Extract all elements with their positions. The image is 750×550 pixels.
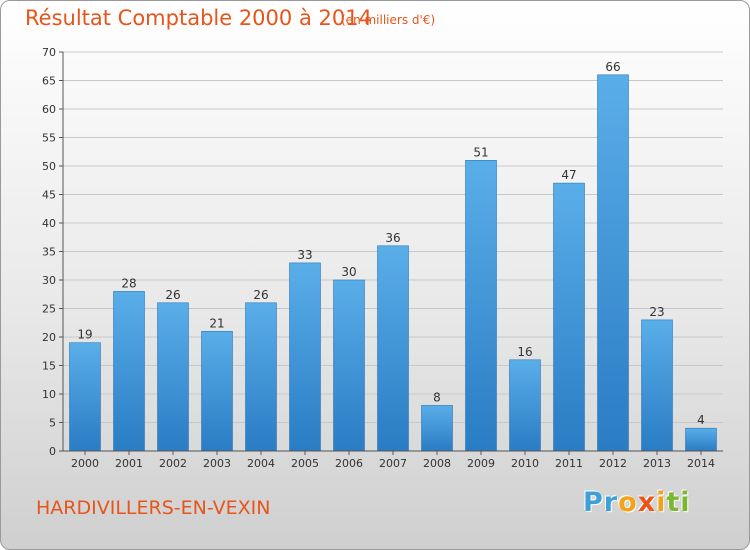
bar-2009 [465, 160, 497, 452]
bar-2002 [157, 302, 189, 452]
x-tick-label-2001: 2001 [115, 457, 143, 470]
x-tick-label-2014: 2014 [687, 457, 715, 470]
x-tick-label-2003: 2003 [203, 457, 231, 470]
x-tick-label-2006: 2006 [335, 457, 363, 470]
y-tick-label: 20 [42, 331, 56, 344]
x-tick-label-2002: 2002 [159, 457, 187, 470]
x-tick-label-2005: 2005 [291, 457, 319, 470]
x-tick-label-2012: 2012 [599, 457, 627, 470]
y-tick-label: 5 [49, 417, 56, 430]
data-label-2007: 36 [385, 231, 400, 245]
commune-name: HARDIVILLERS-EN-VEXIN [36, 497, 271, 519]
data-label-2005: 33 [297, 248, 312, 262]
bar-2011 [553, 182, 585, 452]
bar-2004 [245, 302, 277, 452]
y-tick-label: 30 [42, 274, 56, 287]
data-label-2010: 16 [517, 345, 532, 359]
x-tick-label-2004: 2004 [247, 457, 275, 470]
x-tick-label-2000: 2000 [71, 457, 99, 470]
y-tick-label: 55 [42, 132, 56, 145]
y-tick-label: 15 [42, 360, 56, 373]
data-label-2001: 28 [121, 276, 136, 290]
data-label-2013: 23 [649, 305, 664, 319]
logo-letter: P [583, 487, 604, 518]
logo-letter: i [656, 487, 667, 518]
chart-title: Résultat Comptable 2000 à 2014 [25, 6, 372, 30]
logo-letter: r [603, 487, 619, 518]
y-tick-label: 35 [42, 246, 56, 259]
bar-2010 [509, 359, 541, 452]
y-tick-label: 0 [49, 445, 56, 458]
bar-2005 [289, 262, 321, 452]
data-label-2009: 51 [473, 145, 488, 159]
data-label-2012: 66 [605, 60, 620, 74]
logo-letter: x [637, 487, 657, 518]
logo-letter: t [666, 487, 681, 518]
y-tick-label: 60 [42, 103, 56, 116]
y-tick-label: 65 [42, 75, 56, 88]
data-label-2002: 26 [165, 288, 180, 302]
logo-letter: o [618, 487, 638, 518]
bars: 19 28 26 21 26 33 30 36 8 51 16 47 66 23 4 [69, 60, 717, 452]
chart-subtitle: (en milliers d'€) [341, 13, 436, 27]
bar-2006 [333, 279, 365, 452]
logo-letter: i [680, 487, 691, 518]
y-tick-label: 40 [42, 217, 56, 230]
bar-2014 [685, 427, 717, 452]
x-tick-label-2013: 2013 [643, 457, 671, 470]
bar-2008 [421, 405, 453, 452]
bar-2001 [113, 291, 145, 452]
bar-2013 [641, 319, 673, 452]
y-tick-label: 10 [42, 388, 56, 401]
y-tick-label: 70 [42, 46, 56, 59]
data-label-2006: 30 [341, 265, 356, 279]
y-tick-label: 45 [42, 189, 56, 202]
x-tick-label-2009: 2009 [467, 457, 495, 470]
y-tick-label: 25 [42, 303, 56, 316]
data-label-2000: 19 [77, 328, 92, 342]
data-label-2004: 26 [253, 288, 268, 302]
x-tick-label-2010: 2010 [511, 457, 539, 470]
proxiti-logo: Proxiti [583, 487, 691, 518]
data-label-2008: 8 [433, 390, 441, 404]
bar-2012 [597, 74, 629, 452]
data-label-2014: 4 [697, 413, 705, 427]
data-label-2011: 47 [561, 168, 576, 182]
bar-2003 [201, 330, 233, 452]
bar-2000 [69, 342, 101, 452]
x-tick-label-2007: 2007 [379, 457, 407, 470]
x-tick-label-2008: 2008 [423, 457, 451, 470]
axes: 0 5 10 15 20 25 30 35 40 45 50 55 60 65 70 2000 2001 2002… [42, 46, 723, 470]
bar-2007 [377, 245, 409, 452]
data-label-2003: 21 [209, 316, 224, 330]
x-tick-label-2011: 2011 [555, 457, 583, 470]
y-tick-label: 50 [42, 160, 56, 173]
